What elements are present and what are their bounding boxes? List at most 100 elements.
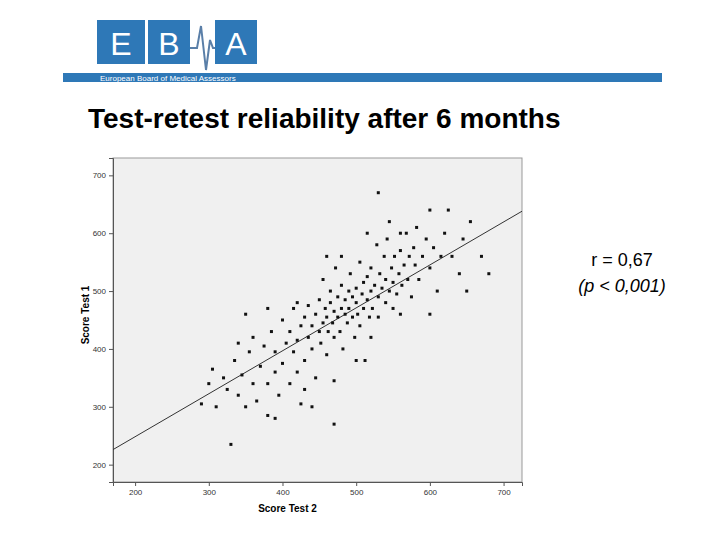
- point: [439, 255, 442, 258]
- point: [266, 414, 269, 417]
- point: [432, 246, 435, 249]
- y-axis: 200300400500600700: [93, 159, 114, 483]
- point: [296, 301, 299, 304]
- point: [369, 290, 372, 293]
- point: [285, 342, 288, 345]
- point: [383, 255, 386, 258]
- logo-box: [148, 20, 190, 64]
- point: [270, 330, 273, 333]
- point: [450, 255, 453, 258]
- point: [415, 226, 418, 229]
- point: [347, 290, 350, 293]
- point: [310, 324, 313, 327]
- point: [361, 292, 364, 295]
- point: [340, 284, 343, 287]
- point: [333, 423, 336, 426]
- point: [351, 316, 354, 319]
- point: [263, 345, 266, 348]
- point: [378, 272, 381, 275]
- point: [428, 313, 431, 316]
- point: [390, 266, 393, 269]
- point: [237, 342, 240, 345]
- point: [333, 379, 336, 382]
- x-tick-label: 400: [276, 488, 290, 497]
- point: [487, 272, 490, 275]
- annotation: r = 0,67: [591, 250, 653, 270]
- x-tick: 200: [129, 482, 143, 497]
- point: [347, 307, 350, 310]
- point: [462, 238, 465, 241]
- point: [336, 295, 339, 298]
- point: [405, 232, 408, 235]
- point: [303, 388, 306, 391]
- point: [368, 316, 371, 319]
- point: [458, 272, 461, 275]
- organization: European Board of Medical Assessors: [100, 74, 236, 83]
- logo-box: [215, 20, 257, 64]
- point: [369, 266, 372, 269]
- point: [200, 402, 203, 405]
- point: [310, 405, 313, 408]
- point: [325, 255, 328, 258]
- point: [377, 316, 380, 319]
- x-tick-label: 200: [129, 488, 143, 497]
- point: [410, 295, 413, 298]
- logo: EBA: [97, 20, 257, 70]
- point: [266, 307, 269, 310]
- x-tick-mark: [430, 482, 431, 486]
- point: [211, 368, 214, 371]
- x-tick: 300: [203, 482, 217, 497]
- point: [425, 238, 428, 241]
- point: [346, 321, 349, 324]
- y-tick-label: 600: [93, 229, 107, 238]
- point: [408, 255, 411, 258]
- point: [277, 394, 280, 397]
- y-tick: 200: [93, 461, 113, 470]
- point: [266, 382, 269, 385]
- y-axis-line: [109, 159, 114, 483]
- point: [384, 301, 387, 304]
- point: [362, 281, 365, 284]
- point: [274, 350, 277, 353]
- point: [274, 417, 277, 420]
- point: [229, 443, 232, 446]
- x-tick: 600: [424, 482, 438, 497]
- point: [292, 350, 295, 353]
- point: [358, 324, 361, 327]
- point: [322, 321, 325, 324]
- point: [310, 347, 313, 350]
- fit-line: [113, 211, 522, 449]
- point: [355, 359, 358, 362]
- point: [366, 232, 369, 235]
- y-tick: 500: [93, 287, 113, 296]
- point: [333, 336, 336, 339]
- point: [222, 376, 225, 379]
- point: [338, 330, 341, 333]
- x-tick-mark: [356, 482, 357, 486]
- point: [399, 249, 402, 252]
- slide: EBAEuropean Board of Medical AssessorsTe…: [0, 0, 720, 540]
- point: [447, 209, 450, 212]
- point: [237, 394, 240, 397]
- point: [226, 388, 229, 391]
- y-tick-mark: [109, 233, 113, 234]
- point: [341, 347, 344, 350]
- y-tick: 400: [93, 345, 113, 354]
- point: [395, 292, 398, 295]
- logo-letter: E: [110, 26, 131, 62]
- point: [322, 278, 325, 281]
- annotation: (p < 0,001): [578, 276, 666, 296]
- point: [355, 287, 358, 290]
- x-axis: 200300400500600700: [114, 482, 523, 497]
- point: [392, 307, 395, 310]
- x-tick-mark: [209, 482, 210, 486]
- point: [331, 321, 334, 324]
- point: [480, 255, 483, 258]
- point: [393, 255, 396, 258]
- point: [351, 295, 354, 298]
- x-tick-label: 600: [424, 488, 438, 497]
- x-tick: 400: [276, 482, 290, 497]
- point: [307, 336, 310, 339]
- logo-box: [97, 20, 145, 64]
- point: [366, 298, 369, 301]
